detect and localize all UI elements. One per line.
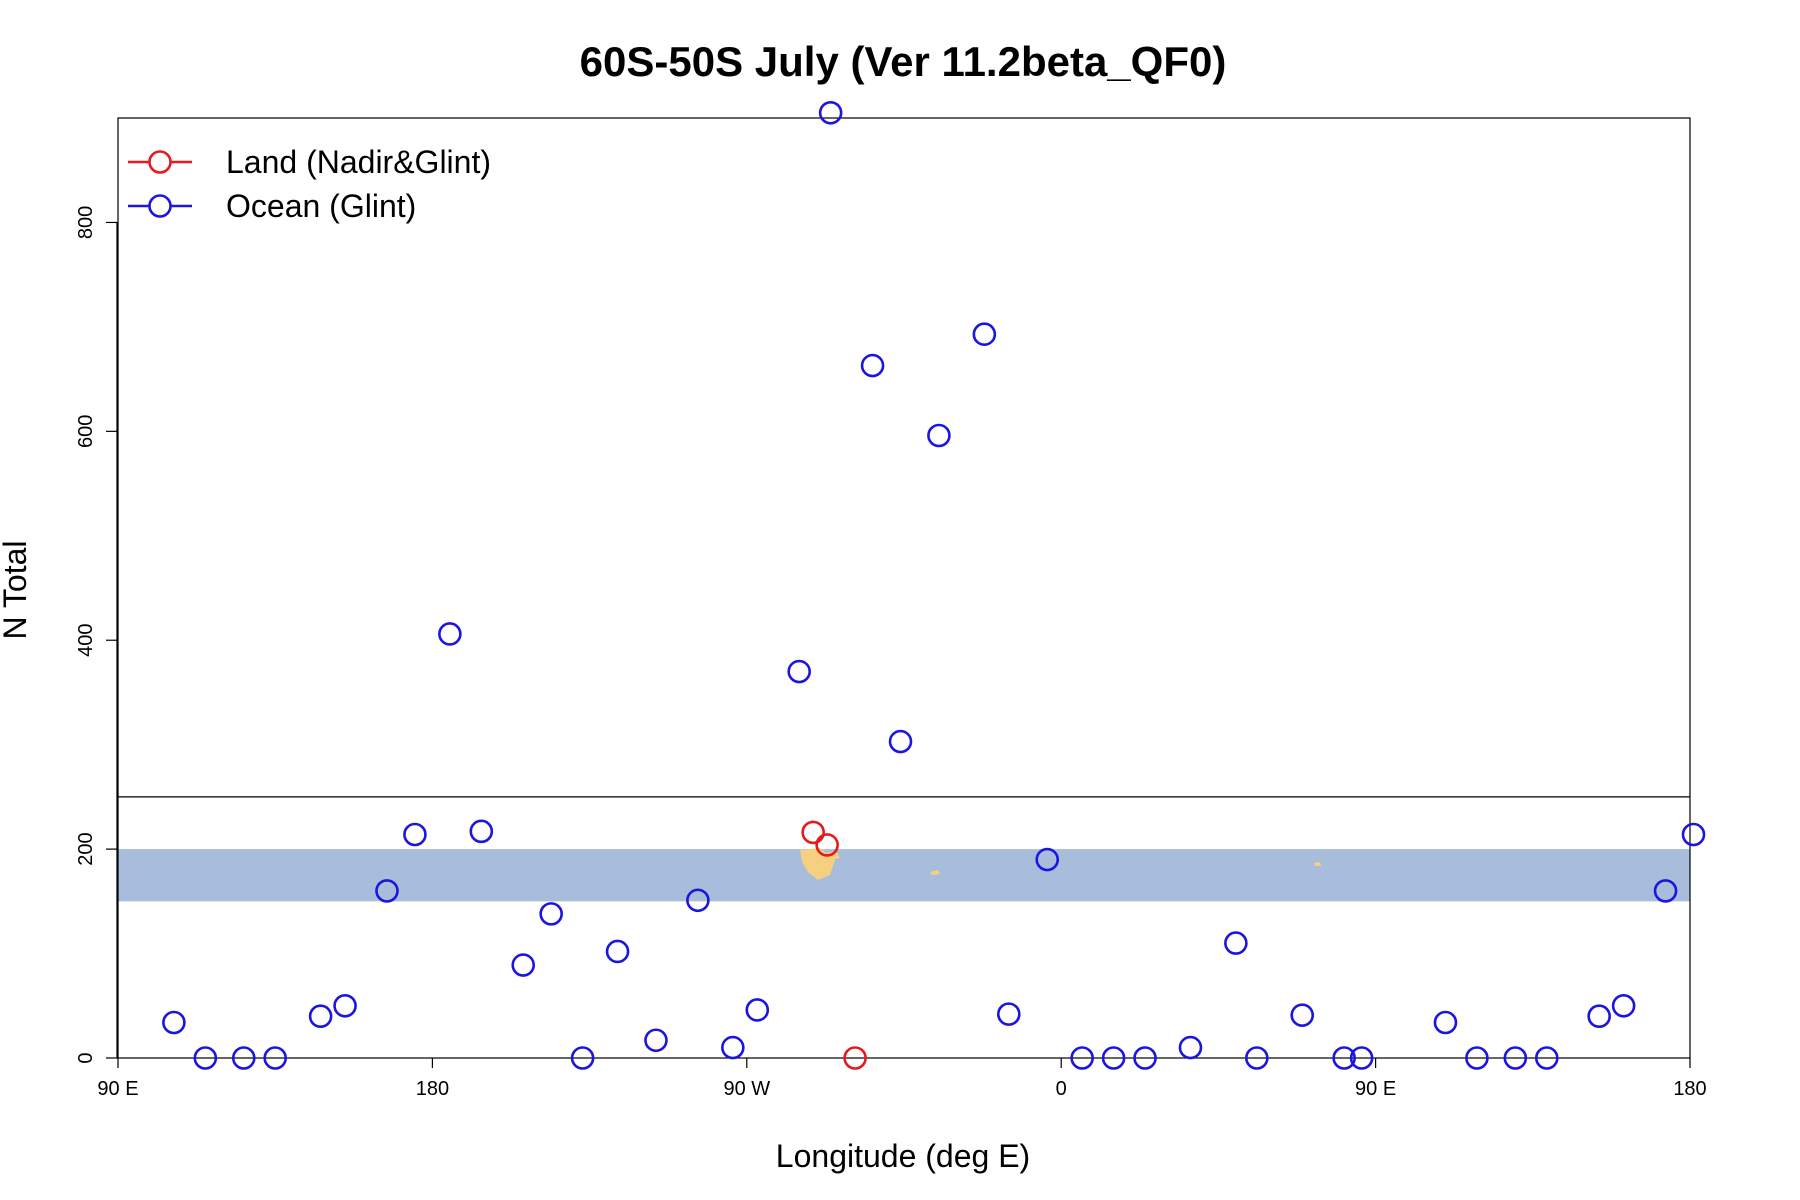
data-point xyxy=(745,998,770,1022)
data-point xyxy=(193,1046,218,1070)
series-ocean xyxy=(162,100,1706,1070)
x-tick-label: 90 E xyxy=(97,1078,138,1100)
legend-label: Ocean (Glint) xyxy=(226,188,416,224)
legend-marker xyxy=(148,150,172,174)
points-layer xyxy=(162,100,1706,1070)
data-point xyxy=(605,939,630,964)
data-point xyxy=(818,100,843,125)
legend-item: Land (Nadir&Glint) xyxy=(128,144,491,180)
data-point xyxy=(721,1035,745,1060)
data-point xyxy=(570,1046,595,1070)
y-axis: 0 200 400 600 800 xyxy=(75,206,118,1064)
y-tick-label: 200 xyxy=(75,832,97,865)
data-point xyxy=(787,659,812,684)
x-tick-label: 90 W xyxy=(723,1078,770,1100)
data-point xyxy=(801,820,825,845)
land-patch-falklands xyxy=(826,851,840,860)
data-point xyxy=(1332,1046,1356,1070)
data-point xyxy=(1587,1004,1611,1029)
data-point xyxy=(927,423,951,448)
data-point xyxy=(815,833,839,857)
data-point xyxy=(1653,879,1678,903)
data-point xyxy=(972,322,997,347)
land-patch-kerguelen xyxy=(1314,862,1321,866)
data-point xyxy=(686,888,710,913)
data-point xyxy=(333,993,357,1018)
y-tick-label: 0 xyxy=(75,1052,97,1063)
x-tick-label: 90 E xyxy=(1355,1078,1396,1100)
data-point xyxy=(996,1002,1021,1026)
data-point xyxy=(644,1028,668,1053)
legend-label: Land (Nadir&Glint) xyxy=(226,144,491,180)
data-point xyxy=(1433,1010,1458,1035)
data-point xyxy=(1503,1046,1528,1070)
data-point xyxy=(469,819,494,844)
data-point xyxy=(888,729,913,754)
y-tick-label: 400 xyxy=(75,624,97,657)
y-tick-label: 800 xyxy=(75,206,97,239)
data-point xyxy=(162,1010,186,1035)
data-point xyxy=(1070,1046,1094,1070)
data-point xyxy=(1349,1046,1374,1070)
series-land xyxy=(801,820,867,1070)
legend-marker xyxy=(148,194,172,218)
x-tick-label: 0 xyxy=(1056,1078,1067,1100)
data-point xyxy=(438,622,462,646)
chart-title: 60S-50S July (Ver 11.2beta_QF0) xyxy=(580,38,1227,85)
data-point xyxy=(403,822,427,847)
data-point xyxy=(843,1046,867,1070)
data-point xyxy=(1178,1035,1203,1060)
data-point xyxy=(375,879,399,903)
data-point xyxy=(1224,931,1248,955)
plot-frame xyxy=(117,117,1691,1059)
legend-item: Ocean (Glint) xyxy=(128,188,416,224)
data-point xyxy=(1465,1046,1489,1070)
x-axis: 90 E 180 90 W 0 90 E 180 xyxy=(97,1058,1707,1100)
data-point xyxy=(1290,1003,1315,1027)
data-point xyxy=(1534,1046,1559,1070)
data-point xyxy=(1035,847,1060,872)
data-point xyxy=(308,1004,333,1029)
legend: Land (Nadir&Glint) Ocean (Glint) xyxy=(128,144,491,224)
x-tick-label: 180 xyxy=(416,1078,449,1100)
data-point xyxy=(231,1046,256,1070)
band-layer xyxy=(118,849,1690,902)
x-tick-label: 180 xyxy=(1673,1078,1706,1100)
band xyxy=(118,849,1690,902)
data-point xyxy=(1611,993,1636,1018)
land-patch-south-georgia xyxy=(930,870,940,875)
data-point xyxy=(860,353,885,378)
data-point xyxy=(1133,1046,1157,1070)
data-point xyxy=(1245,1046,1269,1070)
y-tick-label: 600 xyxy=(75,415,97,448)
data-point xyxy=(1101,1046,1126,1070)
data-point xyxy=(539,902,563,926)
data-point xyxy=(263,1046,288,1070)
x-axis-label: Longitude (deg E) xyxy=(776,1138,1030,1174)
data-point xyxy=(1681,822,1706,847)
data-point xyxy=(511,953,536,977)
y-axis-label: N Total xyxy=(0,540,33,639)
